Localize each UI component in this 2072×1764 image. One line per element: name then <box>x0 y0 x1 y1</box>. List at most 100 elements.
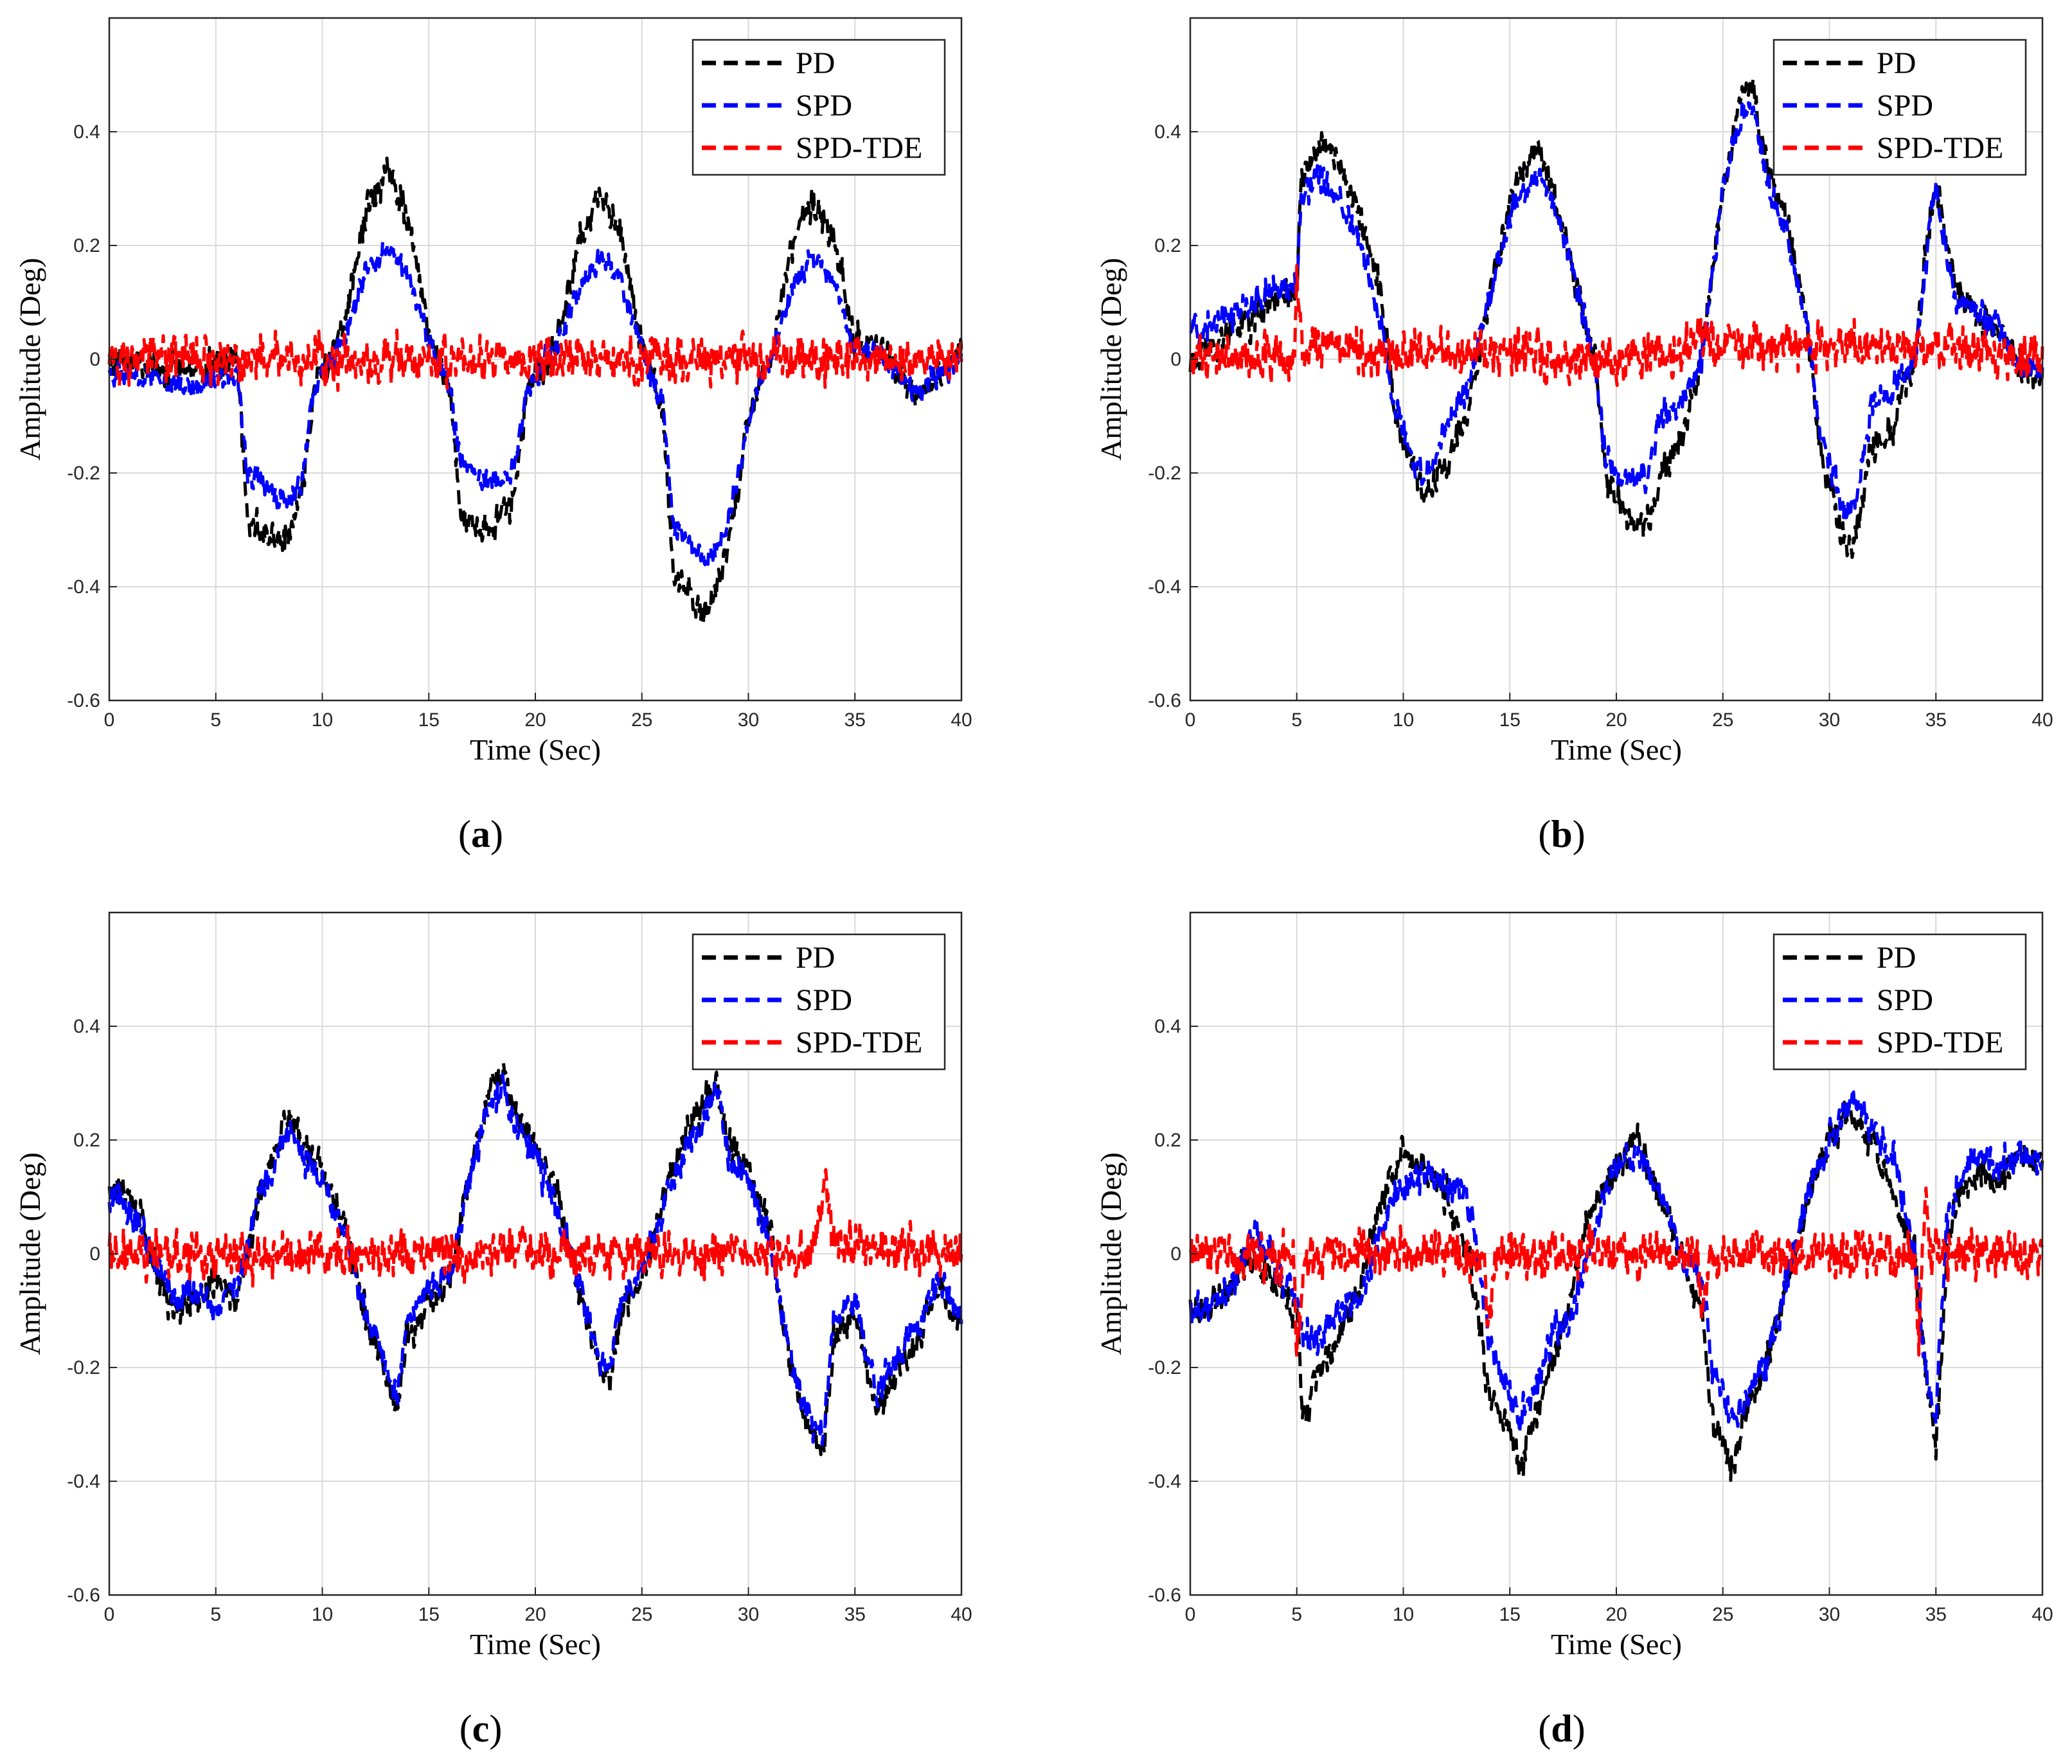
y-tick-label: 0 <box>1170 1243 1181 1265</box>
x-tick-label: 10 <box>312 1604 333 1625</box>
legend-label-spd: SPD <box>796 983 852 1017</box>
legend-label-spd: SPD <box>1877 983 1933 1017</box>
y-tick-label: -0.2 <box>1148 1357 1181 1378</box>
legend: PD SPD SPD-TDE <box>1773 933 2027 1071</box>
caption-close-paren: ) <box>1573 813 1585 855</box>
legend-label-spd-tde: SPD-TDE <box>796 1026 922 1060</box>
chart-panel-a: 0 5 10 15 20 25 30 35 40 -0.6 -0.4 -0.2 0 0.2 0.4 Time … <box>13 17 972 855</box>
x-tick-label: 0 <box>104 709 115 731</box>
x-tick-label: 0 <box>104 1604 115 1625</box>
x-tick-label: 40 <box>951 709 972 731</box>
legend: PD SPD SPD-TDE <box>1773 39 2027 176</box>
y-tick-label: 0 <box>89 349 100 370</box>
x-tick-label: 25 <box>1712 1604 1733 1625</box>
x-tick-label: 30 <box>1819 709 1840 731</box>
y-axis-label: Amplitude (Deg) <box>13 258 46 461</box>
x-tick-label: 15 <box>418 709 440 731</box>
y-tick-label: 0.2 <box>1154 1130 1181 1151</box>
caption-open-paren: ( <box>460 1707 472 1750</box>
legend-label-spd: SPD <box>796 89 852 123</box>
x-tick-label: 35 <box>1925 709 1947 731</box>
series-line-spd-tde <box>1188 1186 2044 1359</box>
caption-close-paren: ) <box>490 813 503 855</box>
x-tick-label: 10 <box>1393 709 1414 731</box>
panel-caption: (a) <box>458 813 503 855</box>
y-tick-label: 0 <box>89 1243 100 1265</box>
y-tick-label: -0.4 <box>1148 576 1181 598</box>
x-tick-label: 30 <box>1819 1604 1840 1625</box>
panel-caption: (c) <box>460 1707 503 1750</box>
series-line-spd <box>1188 100 2044 520</box>
y-axis-label: Amplitude (Deg) <box>13 1152 46 1355</box>
x-tick-label: 20 <box>524 709 546 731</box>
y-tick-label: -0.4 <box>1148 1471 1181 1492</box>
x-axis-label: Time (Sec) <box>470 733 601 766</box>
x-tick-label: 35 <box>1925 1604 1947 1625</box>
x-tick-label: 35 <box>844 1604 866 1625</box>
x-tick-label: 5 <box>210 709 221 731</box>
x-tick-label: 30 <box>738 709 759 731</box>
y-axis-label: Amplitude (Deg) <box>1094 1152 1127 1355</box>
x-tick-label: 25 <box>1712 709 1733 731</box>
x-tick-label: 5 <box>210 1604 221 1625</box>
x-tick-label: 15 <box>1499 709 1521 731</box>
y-tick-label: 0.2 <box>73 235 100 256</box>
x-axis-label: Time (Sec) <box>470 1628 601 1661</box>
y-tick-label: 0.4 <box>1154 1016 1181 1037</box>
chart-panel-c: 0 5 10 15 20 25 30 35 40 -0.6 -0.4 -0.2 0 0.2 0.4 Time … <box>13 911 972 1750</box>
caption-close-paren: ) <box>1573 1707 1585 1750</box>
legend-label-spd: SPD <box>1877 89 1933 123</box>
series-line-spd-tde <box>107 1168 963 1288</box>
x-tick-label: 15 <box>1499 1604 1521 1625</box>
x-tick-label: 20 <box>1605 709 1627 731</box>
caption-letter: a <box>471 813 490 855</box>
legend-label-spd-tde: SPD-TDE <box>1877 1026 2003 1060</box>
x-tick-label: 0 <box>1185 709 1196 731</box>
caption-open-paren: ( <box>1538 813 1551 855</box>
x-tick-label: 25 <box>631 709 652 731</box>
x-tick-label: 10 <box>312 709 333 731</box>
legend: PD SPD SPD-TDE <box>692 933 946 1071</box>
legend-label-pd: PD <box>1877 941 1916 975</box>
chart-panel-d: 0 5 10 15 20 25 30 35 40 -0.6 -0.4 -0.2 0 0.2 0.4 Time … <box>1094 911 2053 1750</box>
x-tick-label: 40 <box>2032 1604 2053 1625</box>
chart-panel-b: 0 5 10 15 20 25 30 35 40 -0.6 -0.4 -0.2 0 0.2 0.4 Time … <box>1094 17 2053 855</box>
caption-letter: b <box>1551 813 1572 855</box>
x-tick-label: 40 <box>951 1604 972 1625</box>
series-line-pd <box>1188 76 2044 559</box>
y-tick-label: -0.4 <box>67 576 100 598</box>
caption-letter: d <box>1551 1707 1572 1750</box>
legend-label-pd: PD <box>1877 46 1916 80</box>
x-tick-label: 35 <box>844 709 866 731</box>
x-tick-label: 15 <box>418 1604 440 1625</box>
series-line-spd <box>107 1073 963 1447</box>
series-line-spd-tde <box>107 328 963 392</box>
caption-close-paren: ) <box>489 1707 502 1750</box>
caption-open-paren: ( <box>458 813 471 855</box>
y-tick-label: 0.4 <box>73 121 100 143</box>
y-tick-label: -0.6 <box>1148 1585 1181 1606</box>
legend-label-spd-tde: SPD-TDE <box>1877 131 2003 165</box>
x-tick-label: 40 <box>2032 709 2053 731</box>
x-tick-label: 10 <box>1393 1604 1414 1625</box>
panel-caption: (b) <box>1538 813 1585 855</box>
y-tick-label: -0.2 <box>67 1357 100 1378</box>
y-tick-label: 0.4 <box>73 1016 100 1037</box>
y-tick-label: 0.4 <box>1154 121 1181 143</box>
x-tick-label: 20 <box>524 1604 546 1625</box>
x-axis-label: Time (Sec) <box>1551 1628 1682 1661</box>
y-axis-label: Amplitude (Deg) <box>1094 258 1127 461</box>
x-tick-label: 5 <box>1291 709 1302 731</box>
y-tick-label: -0.6 <box>1148 690 1181 711</box>
caption-letter: c <box>472 1707 490 1750</box>
x-tick-label: 30 <box>738 1604 759 1625</box>
legend-label-spd-tde: SPD-TDE <box>796 131 922 165</box>
series-line-spd-tde <box>1188 263 2044 388</box>
x-tick-label: 25 <box>631 1604 652 1625</box>
panel-caption: (d) <box>1538 1707 1585 1750</box>
series-line-pd <box>1188 1100 2044 1482</box>
legend-label-pd: PD <box>796 46 835 80</box>
y-tick-label: -0.6 <box>67 690 100 711</box>
series-line-spd <box>1189 1090 2044 1436</box>
